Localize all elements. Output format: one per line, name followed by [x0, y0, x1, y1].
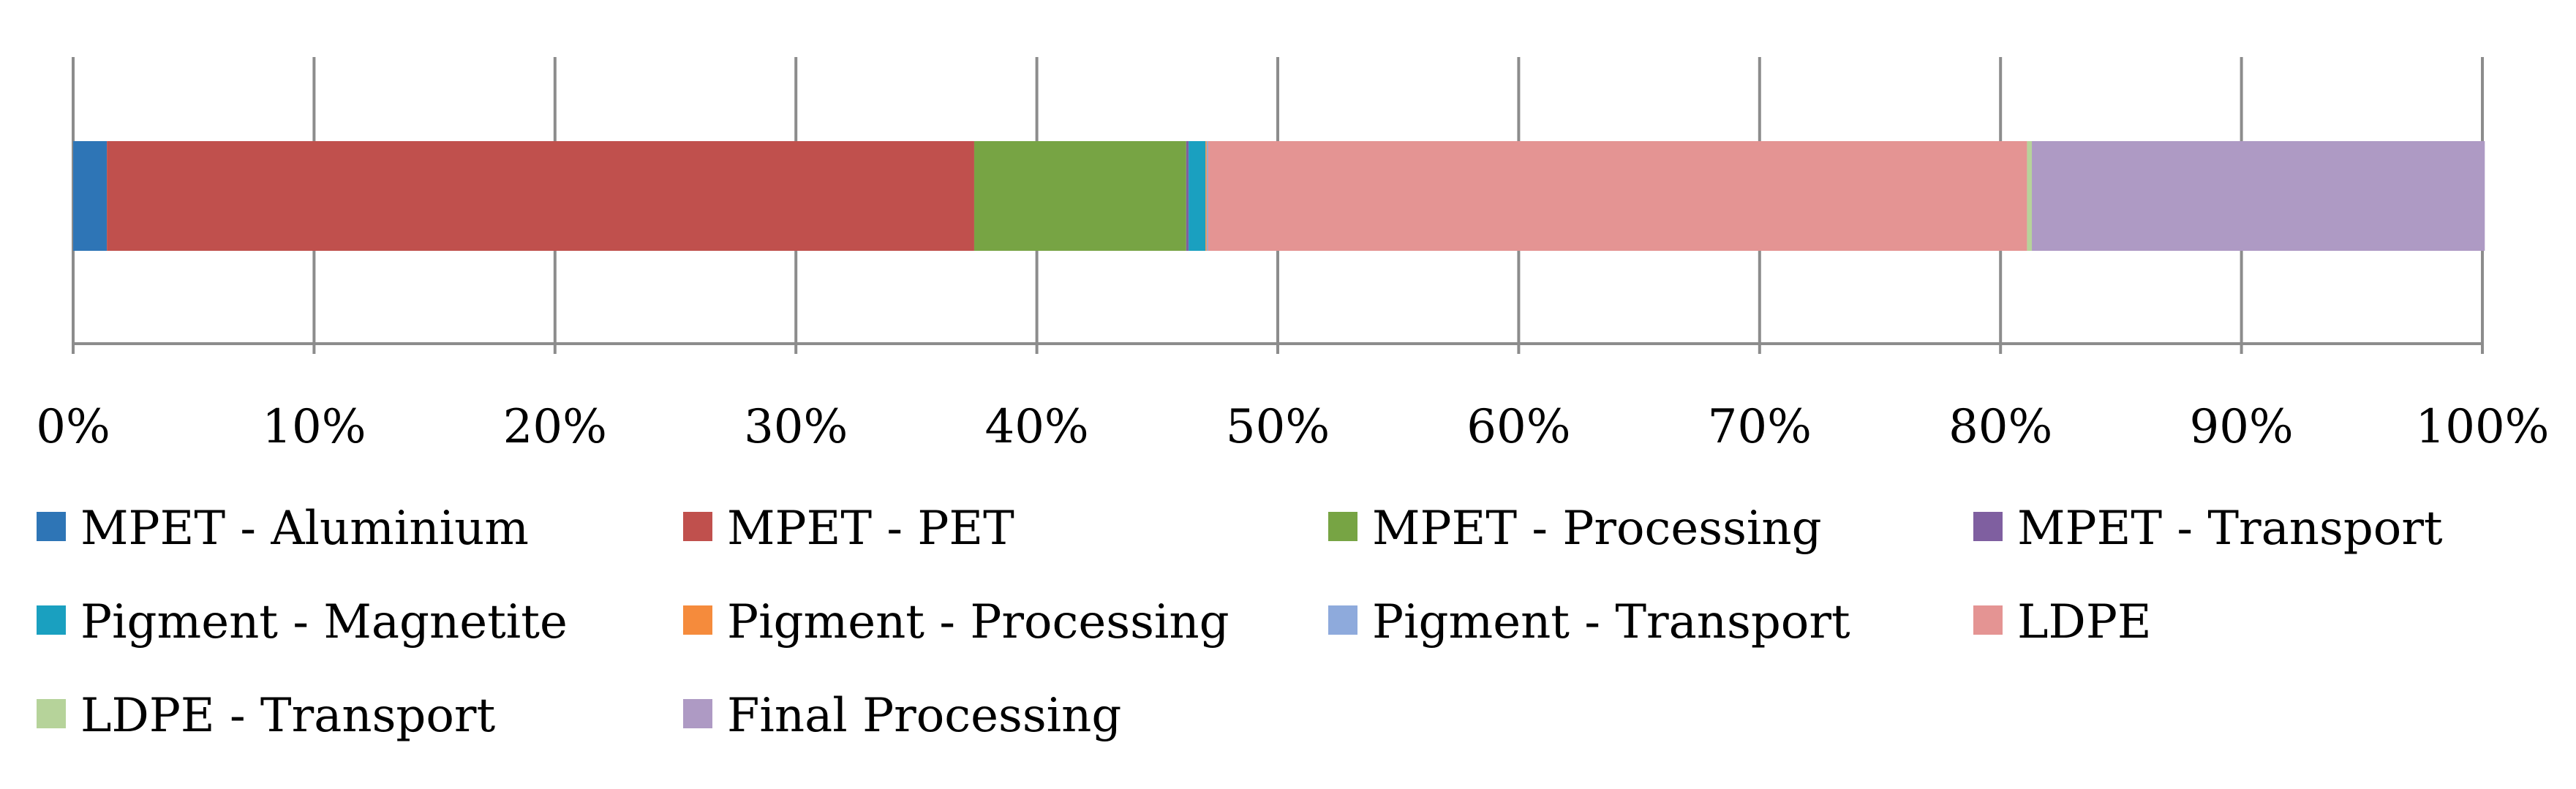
x-tick-label: 100%	[2416, 400, 2550, 454]
bar-segment	[107, 141, 974, 251]
legend-swatch	[683, 605, 712, 635]
legend-item: Pigment - Transport	[1328, 595, 1850, 649]
bar-segment	[2032, 141, 2485, 251]
legend-item: MPET - PET	[683, 502, 1014, 556]
legend-label: MPET - PET	[727, 502, 1014, 556]
x-tick-label: 10%	[262, 400, 366, 454]
x-tick-label: 20%	[503, 400, 607, 454]
legend-swatch	[1328, 512, 1357, 541]
legend-label: MPET - Aluminium	[80, 502, 529, 556]
x-tick-label: 80%	[1948, 400, 2052, 454]
x-tick-label: 50%	[1226, 400, 1330, 454]
legend-label: MPET - Processing	[1372, 502, 1822, 556]
x-tick-label: 60%	[1466, 400, 1570, 454]
bar-segment	[973, 141, 1186, 251]
x-axis	[72, 342, 2484, 354]
legend-item: Pigment - Processing	[683, 595, 1229, 649]
bar-segment	[1205, 141, 1207, 251]
legend-item: LDPE - Transport	[37, 689, 496, 743]
legend-label: Pigment - Magnetite	[80, 595, 568, 649]
x-tick-labels: 0% 10% 20% 30% 40% 50% 60% 70% 80% 90% 100%	[36, 400, 2549, 454]
legend-label: MPET - Transport	[2017, 502, 2443, 556]
legend-swatch	[37, 512, 66, 541]
bar-segment	[1186, 141, 1189, 251]
bar-segment	[73, 141, 108, 251]
legend-label: Pigment - Processing	[727, 595, 1229, 649]
bar-segment	[1189, 141, 1206, 251]
legend-item: MPET - Processing	[1328, 502, 1822, 556]
legend-label: Pigment - Transport	[1372, 595, 1850, 649]
bar-segments	[73, 141, 2485, 251]
bar-segment	[1208, 141, 2027, 251]
legend-swatch	[1973, 512, 2003, 541]
x-tick-label: 30%	[744, 400, 848, 454]
x-tick-label: 40%	[984, 400, 1088, 454]
x-tick-label: 90%	[2189, 400, 2293, 454]
legend-swatch	[1973, 605, 2003, 635]
legend-item: Pigment - Magnetite	[37, 595, 568, 649]
bar-segment	[2027, 141, 2033, 251]
legend-label: Final Processing	[727, 689, 1121, 743]
legend-swatch	[683, 699, 712, 728]
legend-swatch	[683, 512, 712, 541]
legend-swatch	[37, 699, 66, 728]
legend-item: MPET - Transport	[1973, 502, 2443, 556]
x-tick-label: 70%	[1708, 400, 1812, 454]
legend-item: MPET - Aluminium	[37, 502, 529, 556]
bar-segment	[1206, 141, 1208, 251]
legend: MPET - Aluminium MPET - PET MPET - Process…	[37, 502, 2443, 743]
legend-swatch	[37, 605, 66, 635]
legend-label: LDPE - Transport	[80, 689, 496, 743]
legend-swatch	[1328, 605, 1357, 635]
legend-item: LDPE	[1973, 595, 2152, 649]
legend-item: Final Processing	[683, 689, 1121, 743]
x-tick-label: 0%	[36, 400, 110, 454]
legend-label: LDPE	[2017, 595, 2152, 649]
